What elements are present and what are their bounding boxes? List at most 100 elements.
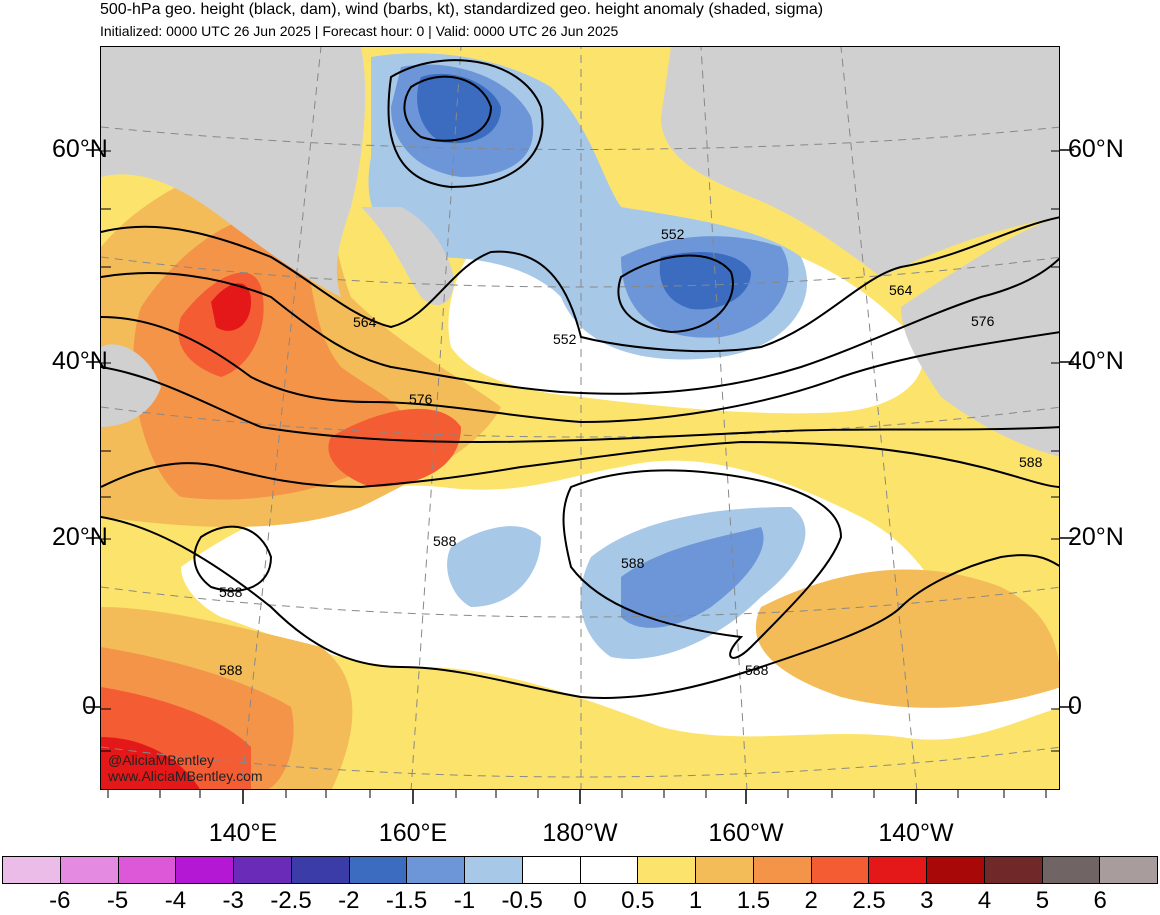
- height-contours: [101, 59, 1059, 699]
- colorbar-tick-label: -4: [164, 887, 187, 914]
- land-siberia: [101, 47, 366, 297]
- colorbar-tick-label: -2.5: [270, 887, 312, 914]
- colorbar-tick-label: -1.5: [385, 887, 428, 914]
- colorbar-tick-label: -2: [338, 887, 360, 914]
- anomaly-blue-gulf-alaska-core: [659, 252, 751, 310]
- anomaly-orange-east-asia-inner: [133, 215, 407, 500]
- colorbar-swatch: [580, 857, 639, 883]
- colorbar-swatch: [927, 857, 985, 883]
- anomaly-red-deep-tropics: [101, 737, 200, 789]
- colorbar-swatch: [811, 857, 870, 883]
- contour-588-west: [193, 525, 273, 592]
- anomaly-red-japan-sea: [328, 408, 461, 487]
- lat-label-right: 20°N: [1068, 523, 1124, 551]
- contour-label: 576: [971, 313, 995, 329]
- colorbar-swatch: [696, 857, 754, 883]
- colorbar-tick-label: -6: [49, 887, 71, 914]
- contour-570: [101, 257, 1059, 395]
- land-kamchatka: [361, 207, 454, 306]
- colorbar: [2, 856, 1158, 884]
- colorbar-swatch: [3, 857, 61, 883]
- colorbar-tick-label: 5: [1035, 887, 1050, 914]
- contour-label: 588: [1019, 454, 1043, 470]
- colorbar-tick-label: 4: [977, 887, 992, 914]
- contour-588-north: [101, 440, 1059, 489]
- page-title: 500-hPa geo. height (black, dam), wind (…: [100, 1, 824, 18]
- colorbar-swatch: [1100, 857, 1157, 883]
- contour-labels: 564 552 552 564 576 576 588 588 588 588 …: [219, 226, 1043, 678]
- credit-site: www.AliciaMBentley.com: [108, 768, 263, 784]
- anomaly-orange-east-pacific: [755, 569, 1059, 708]
- colorbar-tick-label: 0: [573, 887, 587, 914]
- contour-label: 564: [353, 314, 377, 330]
- contour-588-subtropical: [562, 469, 843, 659]
- colorbar-tick-label: -3: [222, 887, 244, 914]
- land-alaska: [661, 47, 1059, 277]
- contour-label: 588: [745, 662, 769, 678]
- lat-label-left: 0: [82, 692, 96, 720]
- land-north-america-west: [901, 217, 1059, 457]
- colorbar-swatch: [753, 857, 812, 883]
- colorbar-tick-label: 0.5: [621, 887, 655, 914]
- contour-label: 588: [219, 662, 243, 678]
- lon-label: 140°W: [878, 819, 954, 847]
- contour-552-gulf: [617, 254, 734, 334]
- contour-564: [101, 216, 1059, 353]
- lon-label: 180°W: [542, 819, 618, 847]
- contour-588-tropics: [101, 516, 1059, 699]
- colorbar-swatch: [465, 857, 523, 883]
- lat-label-right: 40°N: [1068, 347, 1124, 375]
- lon-label: 140°E: [208, 819, 278, 847]
- contour-552-bering: [387, 59, 544, 189]
- graticule: [101, 47, 1059, 789]
- contour-582: [101, 366, 1059, 444]
- credit-handle: @AliciaMBentley: [108, 752, 215, 768]
- colorbar-tick-label: -0.5: [501, 887, 543, 914]
- contour-label: 588: [433, 533, 457, 549]
- colorbar-tick-label: 6: [1093, 887, 1107, 914]
- contour-label: 552: [553, 331, 577, 347]
- run-info-subtitle: Initialized: 0000 UTC 26 Jun 2025 | Fore…: [100, 23, 619, 39]
- colorbar-swatch: [234, 857, 292, 883]
- colorbar-tick-label: 3: [920, 887, 934, 914]
- contour-label: 588: [621, 555, 645, 571]
- contour-label: 552: [661, 226, 685, 242]
- lon-label: 160°E: [378, 819, 448, 847]
- colorbar-tick-label: 2: [804, 887, 818, 914]
- lon-label: 160°W: [708, 819, 784, 847]
- lat-label-right: 60°N: [1068, 135, 1124, 163]
- colorbar-swatch: [522, 857, 581, 883]
- map-canvas: 564 552 552 564 576 576 588 588 588 588 …: [101, 47, 1059, 789]
- anomaly-blue-subtropical-core: [621, 527, 764, 628]
- colorbar-swatch: [291, 857, 350, 883]
- contour-576: [101, 316, 1059, 424]
- colorbar-swatch: [638, 857, 696, 883]
- contour-label: 588: [219, 584, 243, 600]
- colorbar-swatch: [60, 857, 119, 883]
- contour-label: 564: [889, 282, 913, 298]
- colorbar-swatch: [984, 857, 1043, 883]
- map-panel: 564 552 552 564 576 576 588 588 588 588 …: [100, 46, 1060, 790]
- anomaly-blue-subtropical-west: [447, 526, 541, 607]
- colorbar-swatch: [407, 857, 465, 883]
- contour-label: 576: [409, 391, 433, 407]
- lat-label-left: 40°N: [52, 347, 108, 375]
- colorbar-swatch: [176, 857, 234, 883]
- lat-label-left: 20°N: [52, 523, 108, 551]
- colorbar-tick-label: -5: [106, 887, 129, 914]
- colorbar-swatch: [869, 857, 927, 883]
- land-east-china: [101, 344, 161, 427]
- lat-label-right: 0: [1068, 692, 1082, 720]
- anomaly-red-china-core: [211, 283, 251, 331]
- colorbar-tick-label: 1.5: [736, 887, 771, 914]
- anomaly-blue-bering-core: [417, 73, 501, 144]
- contour-540-bering: [403, 75, 493, 142]
- colorbar-tick-label: 1: [688, 887, 703, 914]
- lat-label-left: 60°N: [52, 135, 108, 163]
- frame-ticks: [101, 150, 1059, 752]
- colorbar-swatch: [118, 857, 177, 883]
- colorbar-swatch: [349, 857, 408, 883]
- colorbar-tick-label: -1: [453, 887, 476, 914]
- colorbar-swatch: [1042, 857, 1101, 883]
